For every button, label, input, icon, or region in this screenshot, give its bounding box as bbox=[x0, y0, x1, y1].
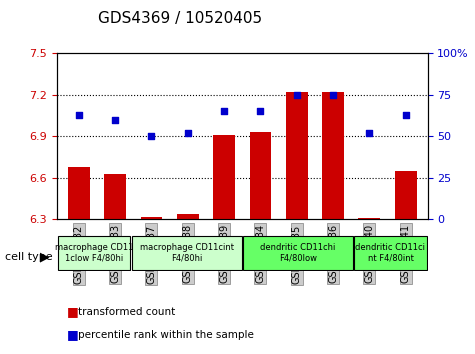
Text: macrophage CD11
1clow F4/80hi: macrophage CD11 1clow F4/80hi bbox=[55, 244, 133, 263]
Bar bbox=[286, 92, 308, 219]
FancyBboxPatch shape bbox=[132, 236, 241, 270]
Text: macrophage CD11cint
F4/80hi: macrophage CD11cint F4/80hi bbox=[140, 244, 234, 263]
Bar bbox=[68, 167, 90, 219]
Point bbox=[402, 112, 409, 118]
Point bbox=[256, 109, 264, 114]
Text: dendritic CD11chi
F4/80low: dendritic CD11chi F4/80low bbox=[260, 244, 335, 263]
Text: cell type: cell type bbox=[5, 252, 52, 262]
FancyBboxPatch shape bbox=[243, 236, 352, 270]
Bar bbox=[359, 218, 380, 219]
Text: ■: ■ bbox=[66, 305, 78, 318]
Bar bbox=[104, 174, 126, 219]
Bar bbox=[177, 214, 199, 219]
Point bbox=[293, 92, 301, 97]
Bar bbox=[249, 132, 271, 219]
Point bbox=[329, 92, 337, 97]
Bar bbox=[213, 135, 235, 219]
Point bbox=[184, 130, 191, 136]
Text: percentile rank within the sample: percentile rank within the sample bbox=[78, 330, 254, 339]
Bar bbox=[322, 92, 344, 219]
Point bbox=[366, 130, 373, 136]
Bar bbox=[141, 217, 162, 219]
FancyBboxPatch shape bbox=[58, 236, 130, 270]
Text: ■: ■ bbox=[66, 328, 78, 341]
Text: transformed count: transformed count bbox=[78, 307, 176, 316]
Point bbox=[111, 117, 119, 122]
Point bbox=[220, 109, 228, 114]
Text: dendritic CD11ci
nt F4/80int: dendritic CD11ci nt F4/80int bbox=[355, 244, 426, 263]
Point bbox=[148, 133, 155, 139]
Bar bbox=[395, 171, 417, 219]
FancyBboxPatch shape bbox=[354, 236, 427, 270]
Text: ▶: ▶ bbox=[40, 250, 50, 263]
Text: GDS4369 / 10520405: GDS4369 / 10520405 bbox=[98, 11, 263, 25]
Point bbox=[75, 112, 83, 118]
